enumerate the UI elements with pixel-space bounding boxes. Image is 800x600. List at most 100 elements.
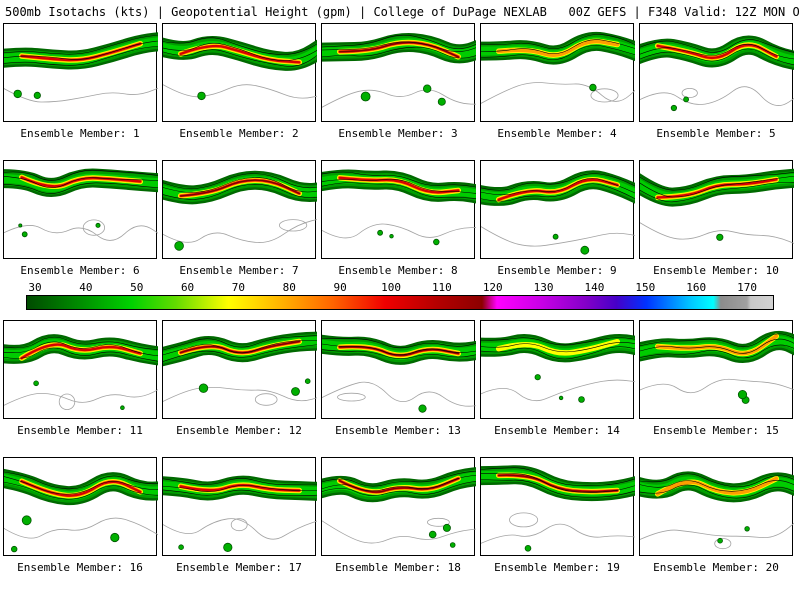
ensemble-panel: Ensemble Member: 15 [639,320,794,437]
jet-stream-band [4,468,158,506]
colorbar-tick: 60 [180,281,195,294]
map-frame [321,160,476,259]
coastlines [163,518,317,540]
isotach-patches [589,83,597,92]
isotach-patches [670,96,689,112]
isotach-map [640,35,794,112]
coastlines [640,522,794,550]
height-contours [322,34,476,59]
isotach-map [322,334,476,413]
map-frame [639,23,794,122]
map-frame [3,160,158,259]
isotach-map [481,465,635,552]
height-contours [4,471,158,500]
isotach-patches [33,380,125,410]
ensemble-panel: Ensemble Member: 9 [480,160,635,277]
isotach-patches [418,404,427,413]
ensemble-panel: Ensemble Member: 10 [639,160,794,277]
jet-stream-band [322,467,476,503]
panel-label: Ensemble Member: 6 [20,264,140,277]
jet-stream-band [4,334,158,366]
colorbar-ticks: 30 40 50 60 70 80 90 100 110 120 130 140 150 160 170 [26,281,774,295]
isotach-map [322,169,476,246]
isotach-patches [10,515,120,553]
height-contours [163,37,317,67]
ensemble-row-1: Ensemble Member: 1 Ensemble Member: 2 Ense… [0,23,800,140]
coastlines [322,223,476,239]
ensemble-row-3: Ensemble Member: 11 Ensemble Member: 12 En… [0,320,800,437]
ensemble-panel: Ensemble Member: 13 [321,320,476,437]
jet-stream-band [163,170,317,205]
coastlines [322,517,476,544]
coastlines [163,387,317,406]
isotach-map [481,170,635,255]
ensemble-panel: Ensemble Member: 12 [162,320,317,437]
height-contours [640,172,794,203]
map-frame [639,320,794,419]
panel-label: Ensemble Member: 12 [176,424,302,437]
isotach-patches [552,233,590,255]
height-contours [481,337,635,360]
coastlines [4,389,158,411]
map-frame [3,320,158,419]
coastlines [322,381,476,407]
ensemble-panel: Ensemble Member: 6 [3,160,158,277]
height-contours [4,169,158,194]
isotach-patches [198,378,311,396]
height-contours [322,171,476,199]
jet-stream-band [640,471,794,503]
map-frame [162,160,317,259]
isotach-patches [18,222,101,238]
isotach-map [322,467,476,548]
isotach-map [322,33,476,108]
panel-label: Ensemble Member: 20 [653,561,779,574]
coastlines [640,378,794,394]
map-frame [321,457,476,556]
height-contours [640,473,794,499]
ensemble-panel: Ensemble Member: 7 [162,160,317,277]
map-frame [3,457,158,556]
panel-label: Ensemble Member: 19 [494,561,620,574]
isotach-map [640,471,794,550]
coastlines [481,512,635,544]
map-frame [162,23,317,122]
isotach-map [640,168,794,244]
ensemble-panel: Ensemble Member: 18 [321,457,476,574]
ensemble-panel: Ensemble Member: 8 [321,160,476,277]
jet-stream-band [322,33,476,64]
colorbar-tick: 70 [231,281,246,294]
coastlines [322,89,476,108]
ensemble-panel: Ensemble Member: 2 [162,23,317,140]
colorbar-tick: 140 [584,281,605,294]
coastlines [640,222,794,244]
isotach-map [4,468,158,553]
panel-label: Ensemble Member: 8 [338,264,458,277]
jet-stream-band [640,331,794,363]
jet-stream-band [322,334,476,365]
panel-label: Ensemble Member: 14 [494,424,620,437]
panel-label: Ensemble Member: 1 [20,127,140,140]
height-contours [481,34,635,60]
isotach-map [4,32,158,103]
jet-stream-band [4,168,158,197]
ensemble-panel: Ensemble Member: 3 [321,23,476,140]
map-frame [162,457,317,556]
height-contours [163,173,317,200]
ensemble-panel: Ensemble Member: 17 [162,457,317,574]
jet-stream-band [481,170,635,206]
ensemble-panel: Ensemble Member: 1 [3,23,158,140]
coastlines [481,226,635,247]
map-frame [162,320,317,419]
isotach-patches [534,374,585,403]
map-frame [3,23,158,122]
isotach-map [163,331,317,406]
ensemble-panel: Ensemble Member: 5 [639,23,794,140]
isotach-map [163,170,317,251]
ensemble-panel: Ensemble Member: 19 [480,457,635,574]
colorbar-tick: 170 [737,281,757,294]
colorbar-tick: 30 [28,281,42,294]
isotach-map [4,334,158,411]
jet-stream-band [481,333,635,363]
jet-stream-band [4,32,158,70]
height-contours [322,470,476,496]
